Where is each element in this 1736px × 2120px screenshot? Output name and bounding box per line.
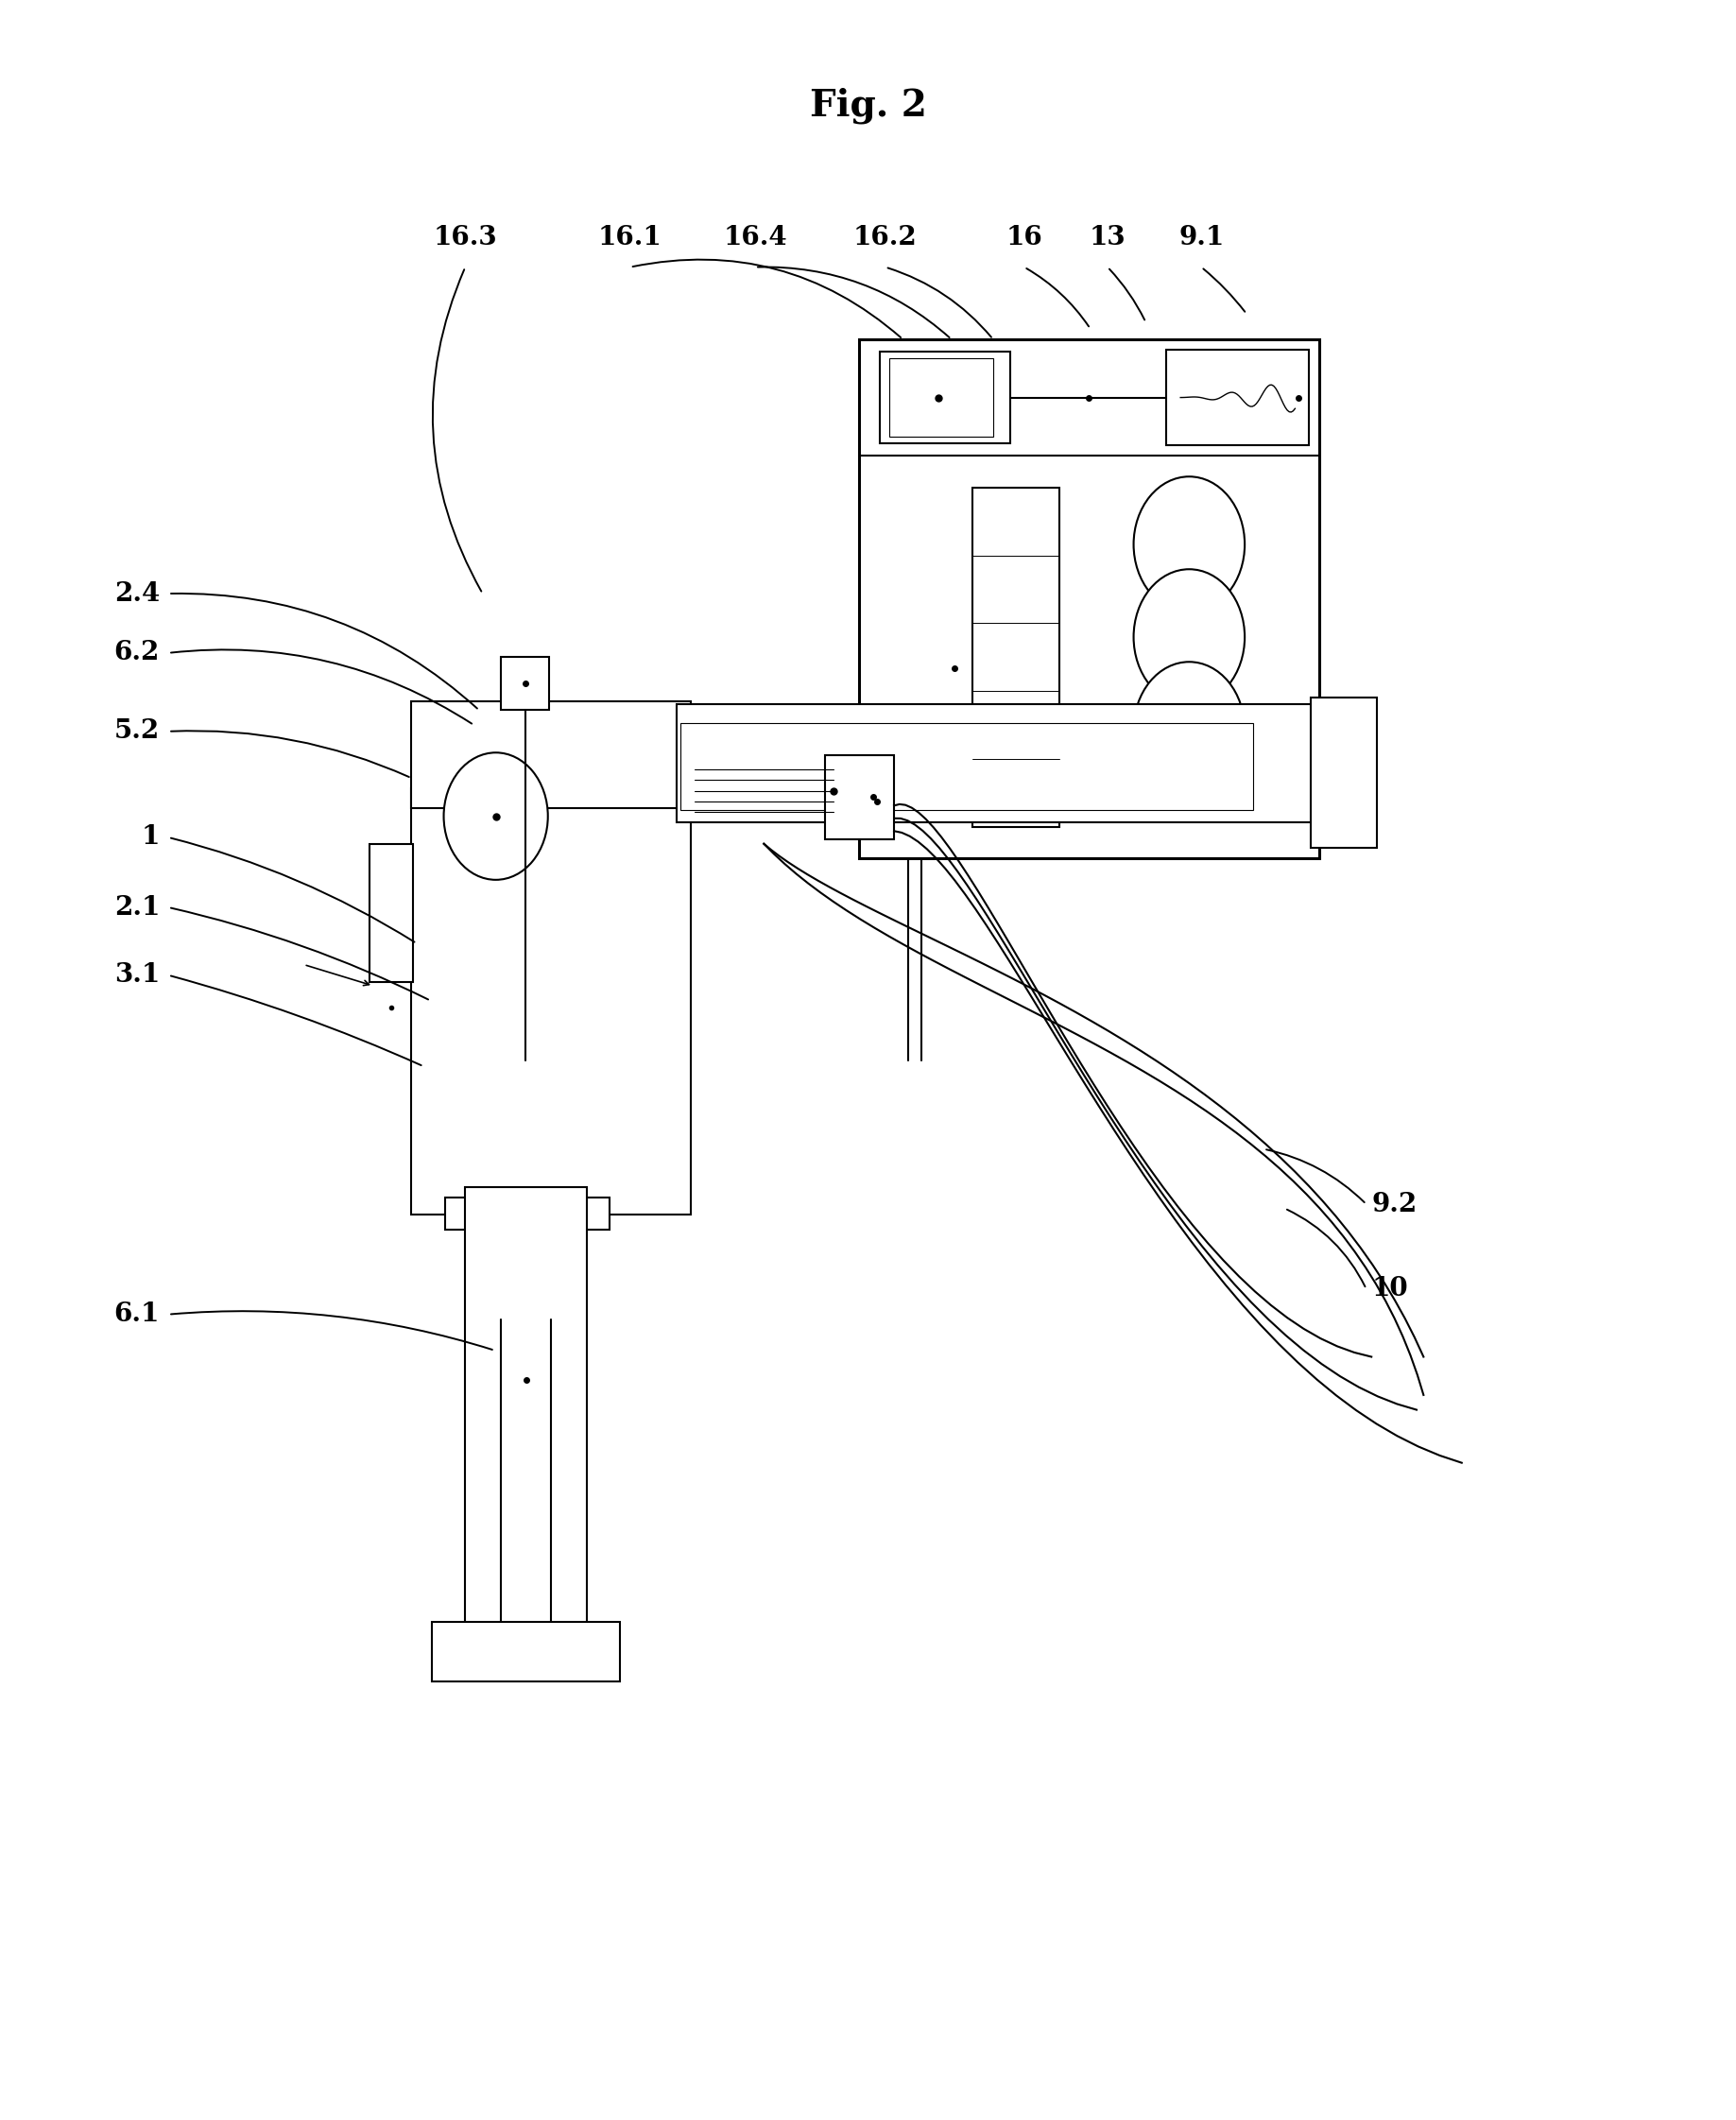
Text: Fig. 2: Fig. 2: [809, 87, 927, 125]
FancyArrowPatch shape: [172, 1310, 493, 1350]
Bar: [677, 704, 1319, 823]
Circle shape: [444, 753, 549, 880]
Bar: [432, 1622, 620, 1681]
Bar: [425, 806, 677, 1198]
Circle shape: [1134, 570, 1245, 706]
FancyArrowPatch shape: [632, 259, 901, 337]
Text: 5.2: 5.2: [115, 719, 160, 744]
Text: 9.1: 9.1: [1179, 225, 1224, 250]
FancyArrowPatch shape: [1203, 269, 1245, 312]
Bar: [825, 755, 894, 840]
Bar: [681, 723, 1253, 810]
Bar: [972, 488, 1059, 827]
Bar: [370, 844, 413, 982]
Text: 2.1: 2.1: [115, 895, 160, 920]
FancyArrowPatch shape: [759, 267, 950, 337]
Circle shape: [1134, 661, 1245, 797]
Circle shape: [1134, 477, 1245, 613]
Text: 6.1: 6.1: [115, 1302, 160, 1327]
Text: 16: 16: [1005, 225, 1043, 250]
FancyArrowPatch shape: [1109, 269, 1144, 320]
Bar: [446, 1198, 609, 1230]
Text: 6.2: 6.2: [115, 640, 160, 666]
FancyArrowPatch shape: [170, 907, 429, 999]
Text: 16.2: 16.2: [854, 225, 917, 250]
Text: 3.1: 3.1: [115, 962, 160, 988]
Text: 13: 13: [1088, 225, 1127, 250]
Text: 9.2: 9.2: [1371, 1191, 1417, 1217]
Bar: [1311, 697, 1377, 848]
Text: 16.1: 16.1: [599, 225, 661, 250]
Text: 1: 1: [141, 825, 160, 850]
Text: 16.3: 16.3: [434, 225, 496, 250]
Bar: [1167, 350, 1309, 445]
Bar: [411, 702, 691, 808]
FancyArrowPatch shape: [1286, 1211, 1364, 1287]
Bar: [889, 358, 993, 437]
Text: 2.4: 2.4: [115, 581, 160, 606]
FancyArrowPatch shape: [172, 731, 410, 776]
Bar: [859, 339, 1319, 859]
FancyArrowPatch shape: [170, 837, 415, 941]
FancyArrowPatch shape: [170, 975, 422, 1064]
Text: 10: 10: [1371, 1276, 1408, 1302]
FancyArrowPatch shape: [432, 269, 481, 591]
Bar: [500, 657, 549, 710]
FancyArrowPatch shape: [887, 267, 991, 337]
Bar: [465, 1187, 587, 1624]
Text: 16.4: 16.4: [724, 225, 786, 250]
FancyArrowPatch shape: [172, 594, 477, 708]
FancyArrowPatch shape: [1026, 269, 1088, 326]
Bar: [880, 352, 1010, 443]
Bar: [411, 789, 691, 1215]
FancyArrowPatch shape: [172, 649, 472, 723]
Bar: [476, 1219, 576, 1622]
FancyArrowPatch shape: [1266, 1149, 1364, 1202]
